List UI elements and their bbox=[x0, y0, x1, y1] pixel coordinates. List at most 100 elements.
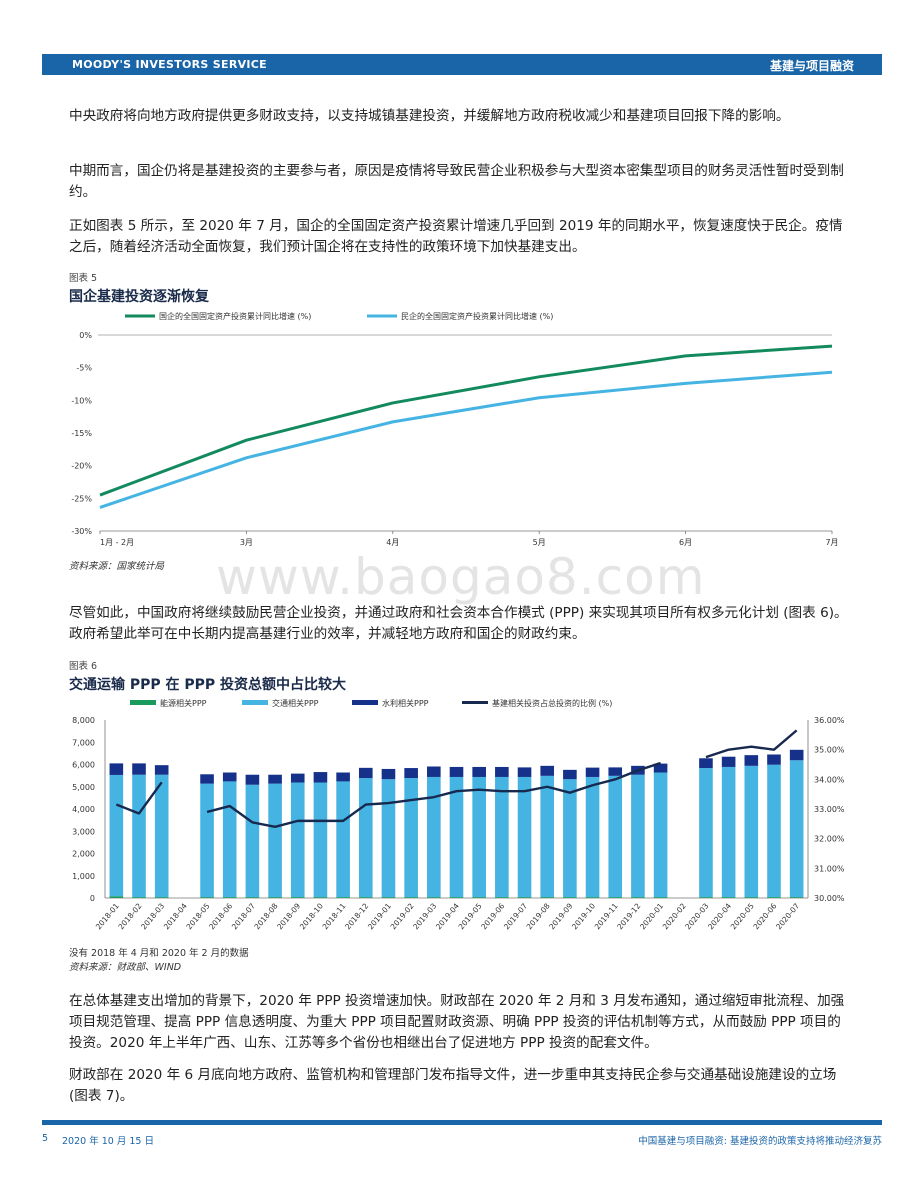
bar-segment-1 bbox=[699, 768, 713, 898]
legend-label-2: 水利相关PPP bbox=[382, 698, 429, 708]
bar-segment-1 bbox=[290, 782, 305, 898]
figure-6-label: 图表 6 bbox=[69, 661, 98, 672]
legend-label-0: 能源相关PPP bbox=[160, 698, 207, 708]
paragraph-6: 财政部在 2020 年 6 月底向地方政府、监管机构和管理部门发布指导文件，进一… bbox=[69, 1067, 837, 1104]
bar-segment-1 bbox=[132, 774, 146, 898]
bar-segment-2 bbox=[517, 767, 532, 777]
legend-label-3: 基建相关投资占总投资的比例 (%) bbox=[492, 698, 612, 708]
bar-segment-1 bbox=[358, 778, 373, 898]
bar-segment-1 bbox=[517, 776, 532, 898]
bar-segment-1 bbox=[721, 766, 736, 898]
bar-segment-1 bbox=[585, 776, 600, 898]
legend-swatch-0 bbox=[130, 700, 156, 705]
legend-label-1: 交通相关PPP bbox=[272, 698, 319, 708]
bar-segment-2 bbox=[358, 767, 373, 779]
y-tick-label: -10% bbox=[71, 396, 92, 405]
bar-segment-2 bbox=[721, 756, 736, 767]
footer-date: 2020 年 10 月 15 日 bbox=[62, 1136, 154, 1147]
legend-label-0: 国企的全国固定资产投资累计同比增速 (%) bbox=[159, 311, 311, 321]
section-title: 基建与项目融资 bbox=[769, 59, 854, 73]
bar-segment-2 bbox=[132, 763, 146, 775]
watermark: www.baogao8.com bbox=[216, 548, 706, 606]
bar-segment-2 bbox=[563, 769, 577, 780]
bar-segment-0 bbox=[608, 897, 623, 898]
bar-segment-1 bbox=[472, 776, 486, 898]
bar-segment-1 bbox=[222, 781, 237, 898]
bar-segment-2 bbox=[472, 766, 486, 777]
bar-segment-0 bbox=[631, 897, 645, 898]
y-tick-label: 0% bbox=[79, 331, 92, 340]
bar-segment-0 bbox=[358, 897, 373, 898]
y2-tick-label: 31.00% bbox=[814, 864, 845, 873]
figure-5-source: 资料来源：国家统计局 bbox=[69, 561, 165, 572]
bar-segment-1 bbox=[744, 765, 759, 898]
bar-segment-0 bbox=[721, 897, 736, 898]
bar-segment-2 bbox=[404, 768, 418, 779]
bar-segment-2 bbox=[381, 768, 396, 780]
figure-6-chart: 能源相关PPP 交通相关PPP 水利相关PPP 基建相关投资占总投资的比例 (%) 0 1… bbox=[72, 698, 845, 931]
y-tick-label: -5% bbox=[76, 364, 92, 373]
bar-segment-2 bbox=[608, 767, 623, 776]
x-tick-label: 1月 - 2月 bbox=[100, 538, 134, 547]
ratio-line bbox=[705, 729, 798, 759]
y2-tick-label: 30.00% bbox=[814, 894, 845, 903]
figure-6-title: 交通运输 PPP 在 PPP 投资总额中占比较大 bbox=[69, 677, 347, 693]
bar-segment-0 bbox=[472, 897, 486, 898]
bar-segment-0 bbox=[154, 897, 169, 898]
bar-segment-0 bbox=[404, 897, 418, 898]
bar-segment-1 bbox=[200, 783, 214, 898]
footer-document-title: 中国基建与项目融资: 基建投资的政策支持将推动经济复苏 bbox=[638, 1136, 882, 1147]
y-tick-label: 3,000 bbox=[72, 827, 95, 836]
x-tick-label: 3月 bbox=[240, 538, 253, 547]
paragraph-1: 中央政府将向地方政府提供更多财政支持，以支持城镇基建投资，并缓解地方政府税收减少… bbox=[69, 108, 790, 124]
ratio-line bbox=[115, 781, 163, 815]
x-tick-label: 2020-07 bbox=[774, 901, 801, 931]
y2-tick-label: 35.00% bbox=[814, 746, 845, 755]
bar-segment-1 bbox=[313, 782, 328, 898]
bar-segment-2 bbox=[222, 772, 237, 782]
bar-segment-0 bbox=[313, 897, 328, 898]
bar-segment-1 bbox=[154, 774, 169, 898]
bar-segment-2 bbox=[154, 765, 169, 775]
x-tick-label: 6月 bbox=[679, 538, 692, 547]
bar-segment-1 bbox=[404, 778, 418, 898]
bar-segment-1 bbox=[427, 776, 441, 898]
bar-segment-1 bbox=[608, 775, 623, 898]
series-line-0 bbox=[99, 344, 833, 497]
bar-segment-1 bbox=[563, 779, 577, 898]
legend-label-1: 民企的全国固定资产投资累计同比增速 (%) bbox=[401, 311, 553, 321]
bar-segment-2 bbox=[495, 766, 509, 777]
bar-segment-0 bbox=[563, 897, 577, 898]
bar-segment-0 bbox=[268, 897, 282, 898]
bar-segment-2 bbox=[585, 767, 600, 777]
bar-segment-0 bbox=[540, 897, 555, 898]
figure-6-note: 没有 2018 年 4 月和 2020 年 2 月的数据 bbox=[69, 948, 249, 959]
bar-segment-2 bbox=[200, 774, 214, 784]
bar-segment-1 bbox=[381, 779, 396, 898]
y-tick-label: -25% bbox=[71, 494, 92, 503]
y2-tick-label: 36.00% bbox=[814, 716, 845, 725]
y2-tick-label: 34.00% bbox=[814, 775, 845, 784]
bar-segment-2 bbox=[744, 755, 759, 766]
bar-segment-2 bbox=[268, 774, 282, 784]
y-tick-label: 7,000 bbox=[72, 738, 95, 747]
bar-segment-1 bbox=[245, 784, 260, 898]
bar-segment-0 bbox=[449, 897, 464, 898]
y-tick-label: -20% bbox=[71, 462, 92, 471]
figure-5-title: 国企基建投资逐渐恢复 bbox=[69, 289, 209, 305]
paragraph-4: 尽管如此，中国政府将继续鼓励民营企业投资，并通过政府和社会资本合作模式 (PPP… bbox=[69, 605, 848, 642]
page-header: MOODY'S INVESTORS SERVICE 基建与项目融资 bbox=[42, 54, 882, 75]
bar-segment-2 bbox=[767, 754, 781, 765]
bar-segment-2 bbox=[789, 749, 804, 761]
series-line-1 bbox=[99, 370, 833, 509]
legend-swatch-2 bbox=[352, 700, 378, 705]
bar-segment-2 bbox=[109, 763, 124, 775]
brand-name: MOODY'S INVESTORS SERVICE bbox=[72, 58, 267, 71]
bar-segment-0 bbox=[381, 897, 396, 898]
ratio-line bbox=[206, 761, 661, 829]
bar-segment-0 bbox=[517, 897, 532, 898]
bar-segment-1 bbox=[540, 775, 555, 898]
legend-swatch-1 bbox=[242, 700, 268, 705]
bar-segment-0 bbox=[744, 897, 759, 898]
y-tick-label: 4,000 bbox=[72, 805, 95, 814]
